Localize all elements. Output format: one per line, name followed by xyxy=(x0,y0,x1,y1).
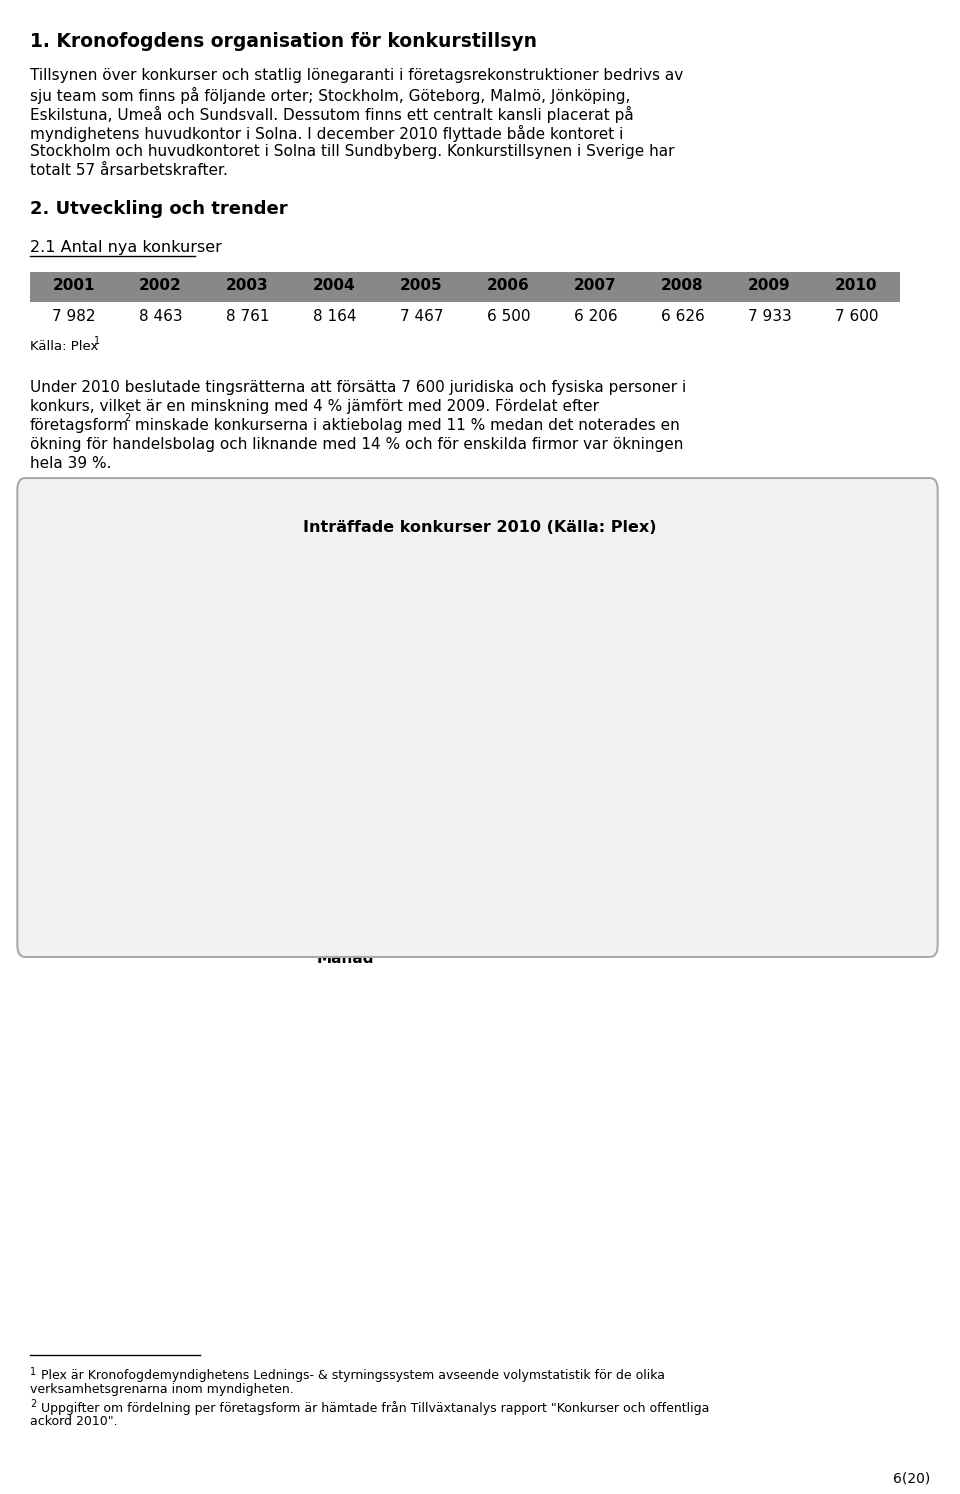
Text: 8 761: 8 761 xyxy=(226,309,269,324)
Text: 6(20): 6(20) xyxy=(893,1472,930,1487)
Legend: Antal nya konkurser: Antal nya konkurser xyxy=(621,674,796,702)
Text: 1: 1 xyxy=(30,1367,36,1377)
Text: 6 206: 6 206 xyxy=(574,309,617,324)
Text: konkurs, vilket är en minskning med 4 % jämfört med 2009. Fördelat efter: konkurs, vilket är en minskning med 4 % … xyxy=(30,399,599,414)
Text: 7 933: 7 933 xyxy=(748,309,791,324)
Text: minskade konkurserna i aktiebolag med 11 % medan det noterades en: minskade konkurserna i aktiebolag med 11… xyxy=(130,418,680,433)
Text: 1: 1 xyxy=(94,336,100,347)
Text: 2004: 2004 xyxy=(313,278,356,293)
Text: företagsform: företagsform xyxy=(30,418,130,433)
Text: 2010: 2010 xyxy=(835,278,877,293)
Text: Inträffade konkurser 2010 (Källa: Plex): Inträffade konkurser 2010 (Källa: Plex) xyxy=(303,520,657,535)
Text: myndighetens huvudkontor i Solna. I december 2010 flyttade både kontoret i: myndighetens huvudkontor i Solna. I dece… xyxy=(30,125,623,142)
Text: 2: 2 xyxy=(30,1398,36,1409)
Text: 1. Kronofogdens organisation för konkurstillsyn: 1. Kronofogdens organisation för konkurs… xyxy=(30,31,537,51)
Text: Stockholm och huvudkontoret i Solna till Sundbyberg. Konkurstillsynen i Sverige : Stockholm och huvudkontoret i Solna till… xyxy=(30,143,675,158)
Text: Uppgifter om fördelning per företagsform är hämtade från Tillväxtanalys rapport : Uppgifter om fördelning per företagsform… xyxy=(37,1401,709,1415)
Text: Tillsynen över konkurser och statlig lönegaranti i företagsrekonstruktioner bedr: Tillsynen över konkurser och statlig lön… xyxy=(30,69,684,84)
Text: 2001: 2001 xyxy=(52,278,95,293)
Text: 2.1 Antal nya konkurser: 2.1 Antal nya konkurser xyxy=(30,241,222,255)
Text: Plex är Kronofogdemyndighetens Lednings- & styrningssystem avseende volymstatist: Plex är Kronofogdemyndighetens Lednings-… xyxy=(37,1369,665,1382)
Text: sju team som finns på följande orter; Stockholm, Göteborg, Malmö, Jönköping,: sju team som finns på följande orter; St… xyxy=(30,87,631,105)
Text: 8 463: 8 463 xyxy=(138,309,182,324)
X-axis label: Månad: Månad xyxy=(316,952,373,967)
Text: totalt 57 årsarbetskrafter.: totalt 57 årsarbetskrafter. xyxy=(30,163,228,178)
Text: 2007: 2007 xyxy=(574,278,617,293)
Text: 6 626: 6 626 xyxy=(660,309,705,324)
Text: 6 500: 6 500 xyxy=(487,309,530,324)
Text: 2002: 2002 xyxy=(139,278,181,293)
Text: 2006: 2006 xyxy=(487,278,530,293)
Text: hela 39 %.: hela 39 %. xyxy=(30,456,111,471)
Text: 7 600: 7 600 xyxy=(835,309,878,324)
Text: 2009: 2009 xyxy=(748,278,791,293)
Text: 2003: 2003 xyxy=(227,278,269,293)
Text: 7 982: 7 982 xyxy=(52,309,95,324)
Text: 2005: 2005 xyxy=(400,278,443,293)
Text: 2008: 2008 xyxy=(661,278,704,293)
Text: 7 467: 7 467 xyxy=(399,309,444,324)
Text: Under 2010 beslutade tingsrätterna att försätta 7 600 juridiska och fysiska pers: Under 2010 beslutade tingsrätterna att f… xyxy=(30,379,686,394)
Text: ackord 2010".: ackord 2010". xyxy=(30,1415,118,1428)
Text: 2. Utveckling och trender: 2. Utveckling och trender xyxy=(30,200,288,218)
Text: Källa: Plex: Källa: Plex xyxy=(30,341,98,353)
Text: 2: 2 xyxy=(124,412,131,423)
Text: Eskilstuna, Umeå och Sundsvall. Dessutom finns ett centralt kansli placerat på: Eskilstuna, Umeå och Sundsvall. Dessutom… xyxy=(30,106,634,123)
Y-axis label: Antal: Antal xyxy=(52,702,66,738)
Text: verksamhetsgrenarna inom myndigheten.: verksamhetsgrenarna inom myndigheten. xyxy=(30,1383,294,1395)
Text: ökning för handelsbolag och liknande med 14 % och för enskilda firmor var ökning: ökning för handelsbolag och liknande med… xyxy=(30,438,684,453)
Text: 8 164: 8 164 xyxy=(313,309,356,324)
